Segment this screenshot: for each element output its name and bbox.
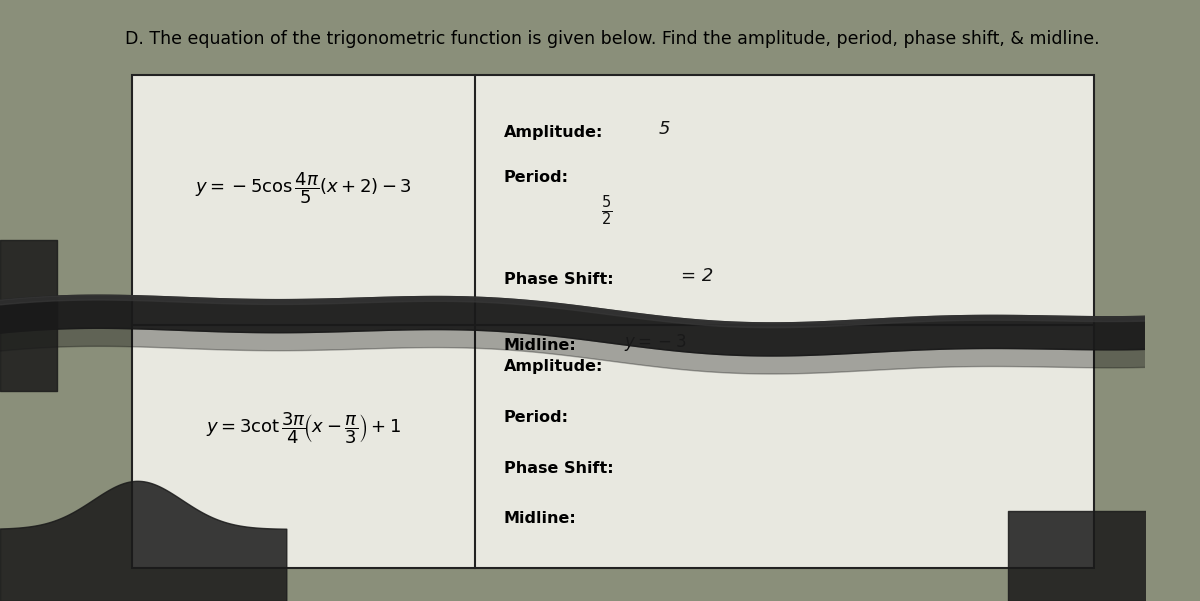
Text: Amplitude:: Amplitude:	[504, 359, 604, 374]
Text: = 2: = 2	[682, 267, 714, 285]
Text: D. The equation of the trigonometric function is given below. Find the amplitude: D. The equation of the trigonometric fun…	[125, 30, 1100, 48]
Text: Midline:: Midline:	[504, 511, 577, 526]
Text: Period:: Period:	[504, 170, 569, 185]
Text: Phase Shift:: Phase Shift:	[504, 460, 613, 475]
Text: Midline:: Midline:	[504, 338, 577, 353]
Text: $y = -5\cos\dfrac{4\pi}{5}(x+2)-3$: $y = -5\cos\dfrac{4\pi}{5}(x+2)-3$	[196, 170, 412, 206]
Text: Period:: Period:	[504, 410, 569, 425]
Text: 5: 5	[659, 120, 670, 138]
Text: $\frac{5}{2}$: $\frac{5}{2}$	[601, 193, 612, 228]
Text: Phase Shift:: Phase Shift:	[504, 272, 613, 287]
Text: $y = -3$: $y = -3$	[624, 332, 686, 353]
Text: Amplitude:: Amplitude:	[504, 125, 604, 139]
Text: $y = 3\cot\dfrac{3\pi}{4}\!\left(x-\dfrac{\pi}{3}\right)+1$: $y = 3\cot\dfrac{3\pi}{4}\!\left(x-\dfra…	[206, 410, 401, 446]
